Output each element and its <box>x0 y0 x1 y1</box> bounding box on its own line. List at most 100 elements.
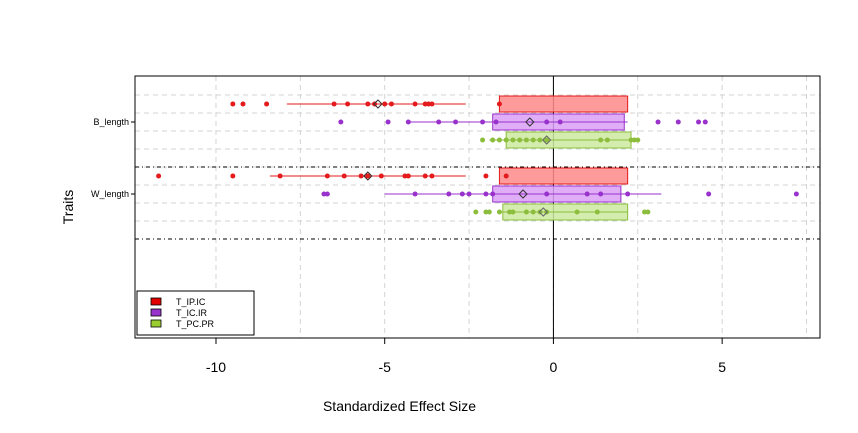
data-point <box>466 191 472 197</box>
data-point <box>480 137 486 143</box>
data-point <box>574 209 580 215</box>
data-point <box>446 191 452 197</box>
legend-swatch <box>150 297 162 306</box>
data-point <box>493 119 499 125</box>
y-axis-title: Traits <box>60 190 76 224</box>
data-point <box>331 101 337 107</box>
legend-swatch <box>150 308 162 317</box>
data-point <box>625 191 631 197</box>
data-point <box>544 119 550 125</box>
data-point <box>706 191 712 197</box>
data-point <box>422 173 428 179</box>
mean-marker <box>518 189 528 199</box>
data-point <box>486 209 492 215</box>
legend: T_IP.ICT_IC.IRT_PC.PR <box>136 290 255 336</box>
data-point <box>453 119 459 125</box>
data-point <box>473 209 479 215</box>
effect-box <box>498 95 629 113</box>
data-point <box>382 101 388 107</box>
data-point <box>523 137 529 143</box>
data-point <box>405 119 411 125</box>
mean-marker <box>541 135 552 145</box>
data-point <box>459 191 465 197</box>
data-point <box>412 101 418 107</box>
data-point <box>557 119 563 125</box>
effect-box <box>498 167 629 185</box>
mean-marker <box>525 117 535 127</box>
data-point <box>338 119 344 125</box>
data-point <box>793 191 799 197</box>
x-tick-label: 5 <box>718 359 726 375</box>
data-point <box>530 209 536 215</box>
data-point <box>496 209 502 215</box>
data-point <box>523 209 529 215</box>
data-point <box>510 209 516 215</box>
data-point <box>405 173 411 179</box>
data-point <box>503 173 509 179</box>
series-T_IC.IR <box>321 113 799 203</box>
data-point <box>510 137 516 143</box>
data-point <box>429 173 435 179</box>
data-point <box>696 119 702 125</box>
data-point <box>277 173 283 179</box>
mean-marker <box>373 99 383 109</box>
data-point <box>483 191 489 197</box>
data-point <box>345 101 351 107</box>
x-tick-label: -5 <box>378 359 391 375</box>
data-point <box>598 137 604 143</box>
data-point <box>358 173 364 179</box>
data-point <box>517 137 523 143</box>
data-point <box>598 191 604 197</box>
x-tick-label: 0 <box>550 359 558 375</box>
legend-label: T_IP.IC <box>176 297 206 307</box>
data-point <box>537 137 543 143</box>
data-point <box>324 173 330 179</box>
legend-label: T_IC.IR <box>176 308 208 318</box>
data-point <box>503 137 509 143</box>
data-point <box>156 173 162 179</box>
data-point <box>604 137 610 143</box>
data-point <box>341 173 347 179</box>
data-point <box>378 173 384 179</box>
data-point <box>544 137 550 143</box>
category-label: B_length <box>93 117 129 127</box>
data-point <box>675 119 681 125</box>
x-axis-title: Standardized Effect Size <box>323 398 476 414</box>
data-point <box>496 101 502 107</box>
data-point <box>635 137 641 143</box>
data-point <box>324 191 330 197</box>
data-point <box>365 173 371 179</box>
data-point <box>412 191 418 197</box>
data-point <box>702 119 708 125</box>
data-point <box>594 209 600 215</box>
data-point <box>264 101 270 107</box>
mean-marker <box>538 207 549 217</box>
data-point <box>544 191 550 197</box>
data-point <box>483 173 489 179</box>
data-point <box>436 119 442 125</box>
data-point <box>530 137 536 143</box>
legend-label: T_PC.PR <box>176 319 215 329</box>
data-point <box>645 209 651 215</box>
x-tick-label: -10 <box>206 359 226 375</box>
data-point <box>385 119 391 125</box>
data-point <box>584 191 590 197</box>
data-point <box>496 137 502 143</box>
legend-swatch <box>150 319 162 328</box>
category-label: W_length <box>91 189 129 199</box>
data-point <box>480 119 486 125</box>
series-T_PC.PR <box>473 131 651 221</box>
data-point <box>230 173 236 179</box>
data-point <box>655 119 661 125</box>
data-point <box>388 101 394 107</box>
data-point <box>365 101 371 107</box>
data-point <box>429 101 435 107</box>
data-point <box>490 137 496 143</box>
data-point <box>230 101 236 107</box>
mean-marker <box>363 171 373 181</box>
data-point <box>240 101 246 107</box>
data-point <box>490 191 496 197</box>
series-T_IP.IC <box>156 95 629 185</box>
